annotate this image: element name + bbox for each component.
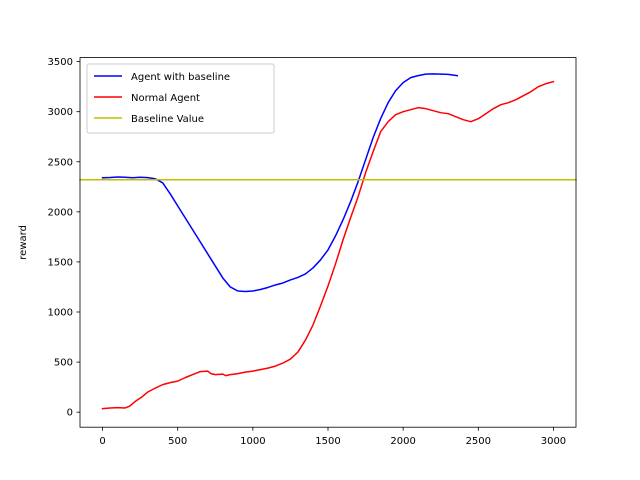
x-tick-label: 0 <box>99 436 105 447</box>
y-axis-label: reward <box>18 225 29 260</box>
legend-label: Agent with baseline <box>131 72 230 83</box>
legend-label: Normal Agent <box>131 93 200 104</box>
y-tick-label: 3000 <box>48 107 73 118</box>
x-tick-label: 2000 <box>390 436 415 447</box>
x-tick-label: 1000 <box>240 436 265 447</box>
x-tick-label: 1500 <box>315 436 340 447</box>
x-tick-label: 3000 <box>541 436 566 447</box>
y-tick-label: 1500 <box>48 257 73 268</box>
y-tick-label: 0 <box>67 408 73 419</box>
series-line-1 <box>101 80 555 410</box>
y-axis-ticks: 0 500 1000 1500 2000 2500 3000 3500 <box>48 57 80 419</box>
y-tick-label: 3500 <box>48 57 73 68</box>
legend: Agent with baseline Normal Agent Baseline … <box>86 63 275 134</box>
x-tick-label: 2500 <box>466 436 491 447</box>
legend-label: Baseline Value <box>131 114 204 125</box>
y-tick-label: 1000 <box>48 308 73 319</box>
y-tick-label: 2500 <box>48 157 73 168</box>
legend-box <box>86 63 275 134</box>
x-axis-ticks: 0 500 1000 1500 2000 2500 3000 <box>99 427 566 447</box>
x-tick-label: 500 <box>168 436 187 447</box>
y-tick-label: 500 <box>54 358 73 369</box>
series-line-0 <box>101 73 459 293</box>
series-lines <box>79 73 577 410</box>
y-tick-label: 2000 <box>48 207 73 218</box>
